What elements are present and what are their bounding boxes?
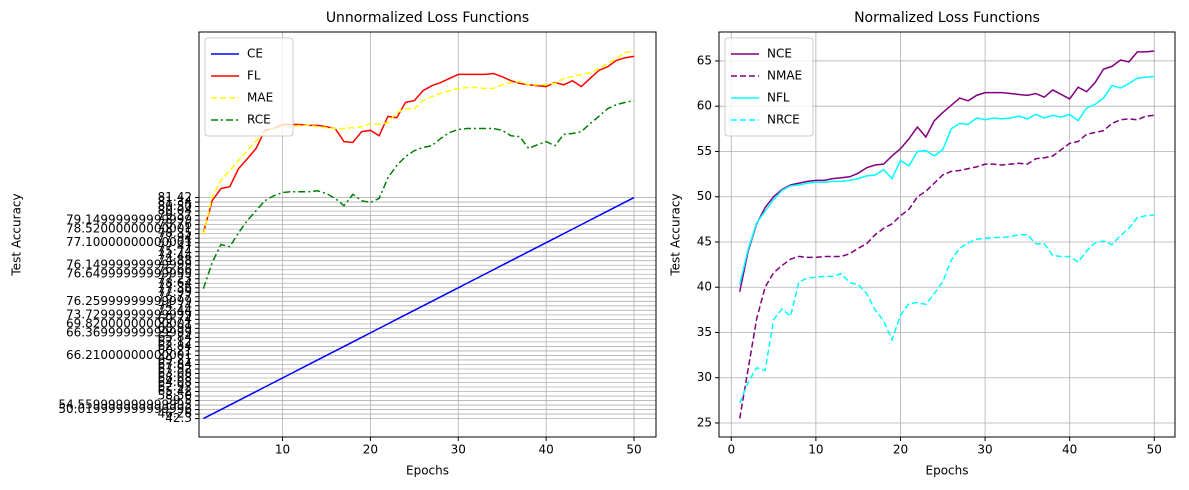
y-tick-label: 68.08 <box>158 370 192 384</box>
y-tick-label: 66.21000000000001 <box>66 348 192 362</box>
axes-frame <box>198 31 657 438</box>
y-tick-label: 62.12 <box>158 334 192 348</box>
data-line <box>738 114 1155 419</box>
legend-label: NFL <box>767 91 790 105</box>
y-tick-label: 76.77 <box>158 289 192 303</box>
axes-frame <box>718 31 1176 438</box>
y-tick-label: 75.74 <box>158 244 192 258</box>
y-tick-label: 77.94 <box>158 231 192 245</box>
y-tick-label: 50 <box>697 189 712 203</box>
y-tick-label: 40 <box>697 280 712 294</box>
x-tick-label: 10 <box>808 443 823 457</box>
y-tick-label: 78.52000000000001 <box>66 222 192 236</box>
data-line <box>738 50 1155 292</box>
y-tick-label: 59.5 <box>165 393 192 407</box>
x-tick-label: 50 <box>626 443 641 457</box>
y-tick-label: 81.34 <box>158 195 192 209</box>
x-tick-label: 20 <box>363 443 378 457</box>
y-tick-label: 65.84 <box>158 330 192 344</box>
data-line <box>202 49 635 235</box>
legend-label: FL <box>247 69 261 83</box>
data-line <box>739 214 1155 404</box>
y-tick-label: 42.3 <box>165 411 192 425</box>
y-tick-label: 30 <box>697 370 712 384</box>
y-tick-label: 46.26 <box>158 407 192 421</box>
legend-box <box>204 37 294 137</box>
y-tick-label: 25 <box>697 415 712 429</box>
y-tick-label: 67.92 <box>158 361 192 375</box>
y-tick-label: 77.23 <box>158 271 192 285</box>
legend: NCE NMAE NFL NRCE <box>724 37 814 137</box>
y-tick-label: 76.14999999999999 <box>66 258 192 272</box>
y-tick-label: 66.36999999999999 <box>66 325 192 339</box>
y-tick-label: 54.559999999999995 <box>58 398 192 412</box>
legend-label: RCE <box>247 113 271 127</box>
y-tick-label: 72.44 <box>158 303 192 317</box>
y-tick-label: 55 <box>697 144 712 158</box>
y-tick-label: 74.88 <box>158 253 192 267</box>
y-tick-label: 69.21 <box>158 352 192 366</box>
x-tick-label: 20 <box>893 443 908 457</box>
y-tick-label: 60.21 <box>158 343 192 357</box>
y-tick-label: 50.019999999999996 <box>58 402 192 416</box>
y-tick-label: 78.64 <box>158 276 192 290</box>
y-axis-label: Test Accuracy <box>669 193 683 276</box>
legend-label: MAE <box>247 91 273 105</box>
y-tick-label: 35 <box>697 325 712 339</box>
y-tick-label: 79.37 <box>158 208 192 222</box>
y-tick-label: 81.42 <box>158 190 192 204</box>
x-axis-label: Epochs <box>406 464 449 478</box>
y-tick-label: 67.84 <box>158 357 192 371</box>
y-tick-label: 63.08 <box>158 366 192 380</box>
legend-label: NRCE <box>767 113 800 127</box>
y-tick-label: 62.84 <box>158 339 192 353</box>
y-tick-label: 77.10000000000001 <box>66 235 192 249</box>
y-tick-label: 76.64999999999999 <box>66 267 192 281</box>
y-tick-label: 76.66 <box>158 262 192 276</box>
legend-box <box>724 37 814 137</box>
x-tick-label: 30 <box>451 443 466 457</box>
y-tick-label: 60 <box>697 99 712 113</box>
y-tick-label: 78.35 <box>158 226 192 240</box>
legend-label: NCE <box>767 47 792 61</box>
y-tick-label: 69.74 <box>158 312 192 326</box>
legend-label: CE <box>247 47 263 61</box>
y-tick-label: 64.08 <box>158 375 192 389</box>
x-tick-label: 0 <box>727 443 735 457</box>
chart-title: Normalized Loss Functions <box>854 10 1040 26</box>
data-line <box>202 99 635 289</box>
data-line <box>203 196 635 420</box>
y-tick-label: 80.04 <box>158 204 192 218</box>
y-tick-label: 80.50 <box>158 199 192 213</box>
y-tick-label: 65.42 <box>158 384 192 398</box>
y-tick-label: 76.25999999999999 <box>66 294 192 308</box>
y-tick-label: 74.74 <box>158 298 192 312</box>
y-tick-label: 68.99 <box>158 321 192 335</box>
y-tick-label: 77.47 <box>158 240 192 254</box>
x-tick-label: 10 <box>275 443 290 457</box>
y-tick-label: 65 <box>697 53 712 67</box>
data-line <box>739 75 1155 285</box>
legend-label: NMAE <box>767 69 802 83</box>
y-tick-label: 73.72999999999999 <box>66 307 192 321</box>
y-tick-label: 62.92 <box>158 380 192 394</box>
y-tick-label: 69.82000000000001 <box>66 316 192 330</box>
y-tick-label: 74.44 <box>158 249 192 263</box>
y-tick-label: 77.99 <box>158 285 192 299</box>
y-tick-label: 77.36 <box>158 280 192 294</box>
x-tick-label: 40 <box>539 443 554 457</box>
legend: CE FL MAE RCE <box>204 37 294 137</box>
y-tick-label: 78.76 <box>158 217 192 231</box>
y-tick-label: 79.14999999999999 <box>66 213 192 227</box>
y-tick-label: 45 <box>697 234 712 248</box>
x-tick-label: 40 <box>1062 443 1077 457</box>
x-tick-label: 50 <box>1147 443 1162 457</box>
x-axis-label: Epochs <box>926 464 969 478</box>
x-tick-label: 30 <box>977 443 992 457</box>
chart-title: Unnormalized Loss Functions <box>326 10 529 26</box>
y-axis-label: Test Accuracy <box>10 193 24 276</box>
y-tick-label: 58.50 <box>158 389 192 403</box>
